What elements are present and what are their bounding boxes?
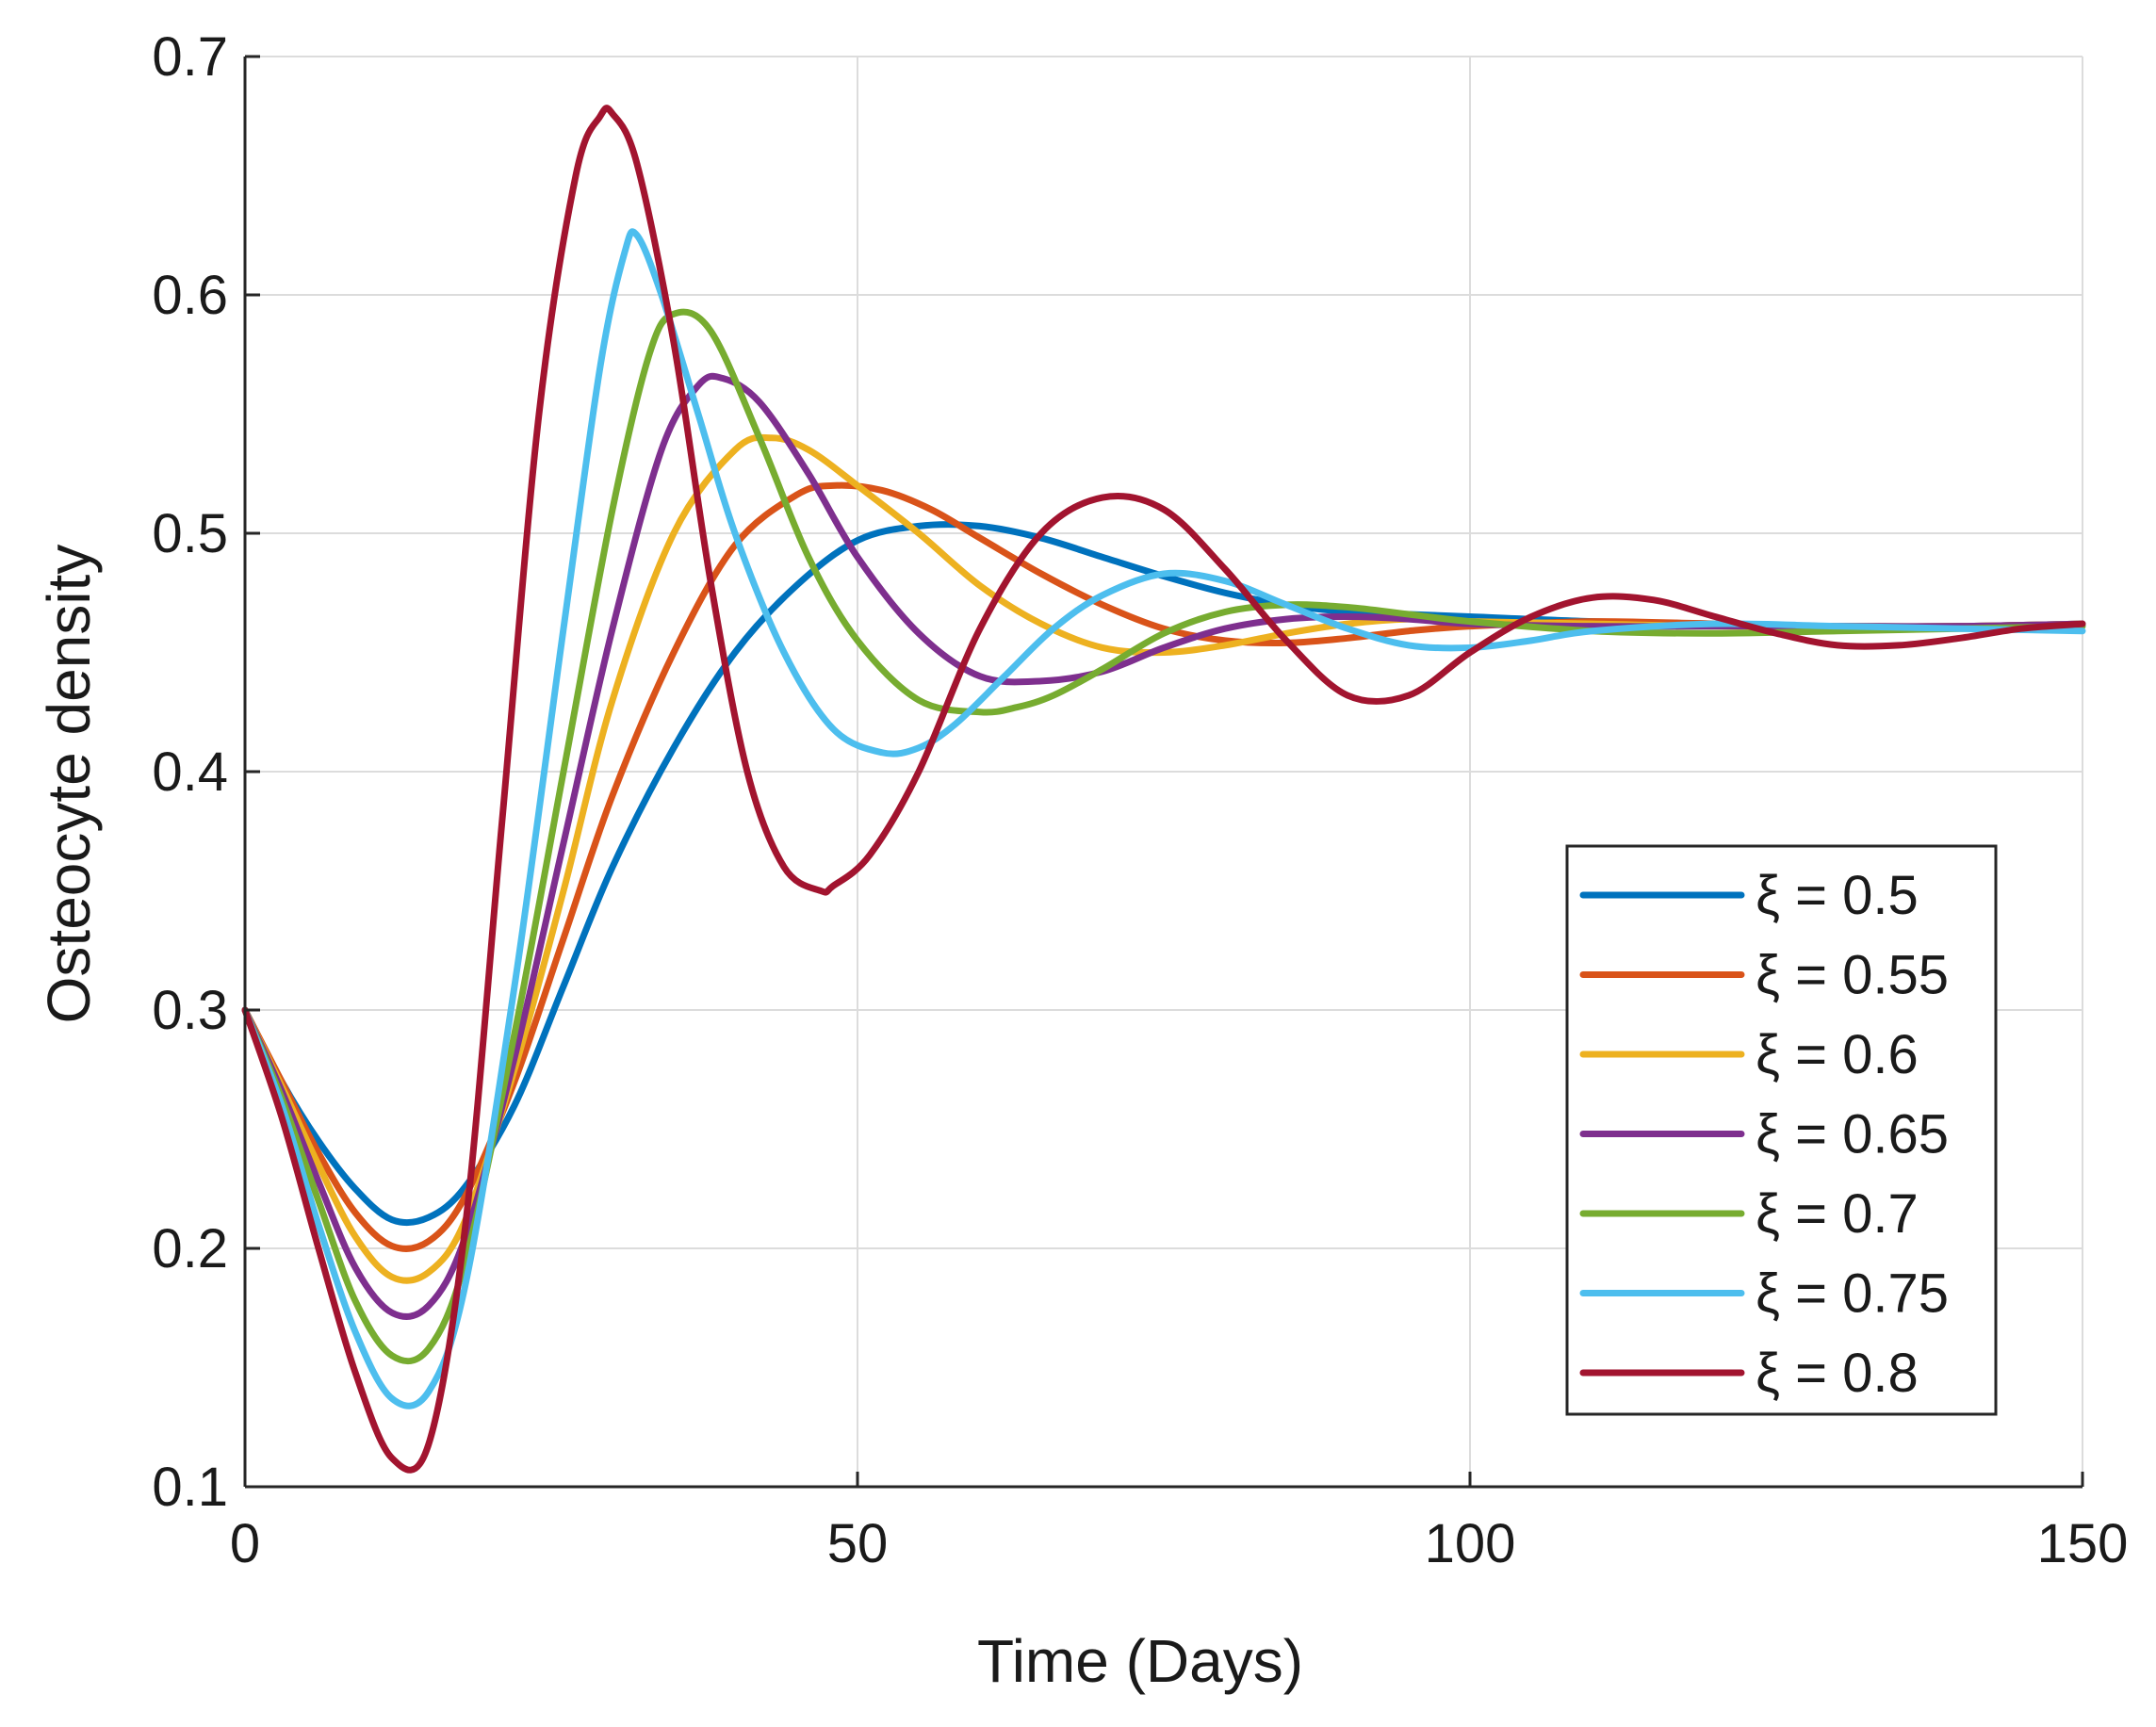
y-tick-label: 0.1 [152,1457,228,1518]
legend-label-1: ξ = 0.5 [1756,865,1919,926]
series-line-5 [241,308,2086,1365]
legend-label-3: ξ = 0.6 [1756,1024,1919,1085]
series-line-6 [241,228,2086,1409]
y-tick-label: 0.5 [152,503,228,564]
x-tick-label: 0 [230,1513,260,1574]
y-axis-label: Osteocyte density [35,545,103,1024]
legend-label-5: ξ = 0.7 [1756,1183,1919,1245]
y-tick-label: 0.4 [152,741,228,803]
legend-label-7: ξ = 0.8 [1756,1343,1919,1404]
legend-label-4: ξ = 0.65 [1756,1104,1949,1165]
legend: ξ = 0.5 ξ = 0.55 ξ = 0.6 ξ = 0.65 ξ = 0.7 ξ =… [1565,844,1998,1416]
x-tick-label: 50 [827,1513,889,1574]
legend-label-6: ξ = 0.75 [1756,1263,1949,1325]
legend-label-2: ξ = 0.55 [1756,945,1949,1006]
x-axis-ticks: 0 50 100 150 [230,1472,2129,1574]
series-lines [241,105,2086,1474]
grid [244,56,2083,1488]
legend-box [1565,844,1998,1416]
x-axis-label: Time (Days) [977,1627,1303,1695]
y-tick-label: 0.7 [152,26,228,88]
y-tick-label: 0.3 [152,980,228,1041]
y-axis-ticks: 0.1 0.2 0.3 0.4 0.5 0.6 0.7 [152,26,260,1518]
y-tick-label: 0.6 [152,265,228,326]
y-tick-label: 0.2 [152,1218,228,1279]
series-line-7 [241,105,2086,1474]
x-tick-label: 150 [2037,1513,2129,1574]
x-tick-label: 100 [1425,1513,1516,1574]
